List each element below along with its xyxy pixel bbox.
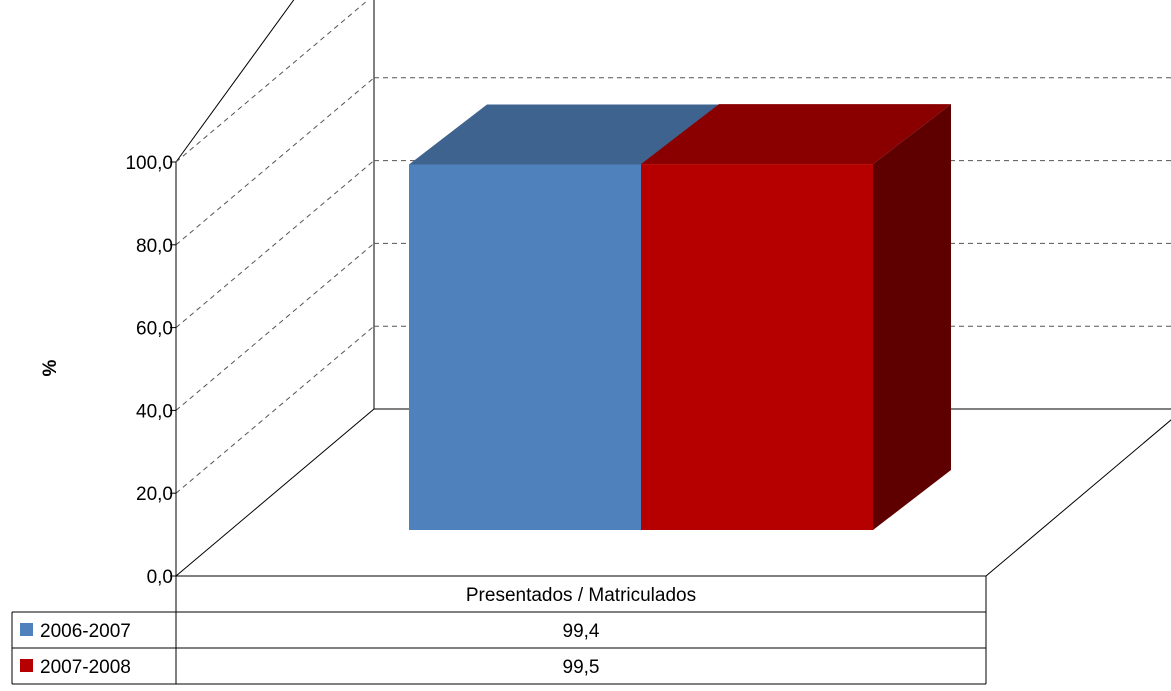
bar-side (873, 104, 951, 530)
y-tick-label: 40,0 (136, 401, 173, 422)
x-category-label: Presentados / Matriculados (466, 585, 696, 606)
gridline-side (176, 0, 374, 162)
data-label: 99,5 (563, 657, 600, 678)
y-axis-title: % (40, 359, 61, 376)
y-tick-label: 0,0 (147, 567, 173, 588)
y-tick-label: 100,0 (125, 153, 173, 174)
gridline-side (176, 243, 374, 410)
bar (409, 164, 641, 530)
gridline-side (176, 326, 374, 493)
gridline-side (176, 78, 374, 245)
side-wall-top-edge (176, 0, 374, 162)
legend-swatch (20, 623, 33, 636)
y-tick-label: 60,0 (136, 319, 173, 340)
data-label: 99,4 (563, 621, 600, 642)
bar (641, 164, 873, 530)
y-tick-label: 80,0 (136, 236, 173, 257)
y-tick-label: 20,0 (136, 484, 173, 505)
legend-swatch (20, 659, 33, 672)
legend-series-name: 2007-2008 (40, 657, 131, 678)
gridline-side (176, 161, 374, 328)
legend-series-name: 2006-2007 (40, 621, 131, 642)
